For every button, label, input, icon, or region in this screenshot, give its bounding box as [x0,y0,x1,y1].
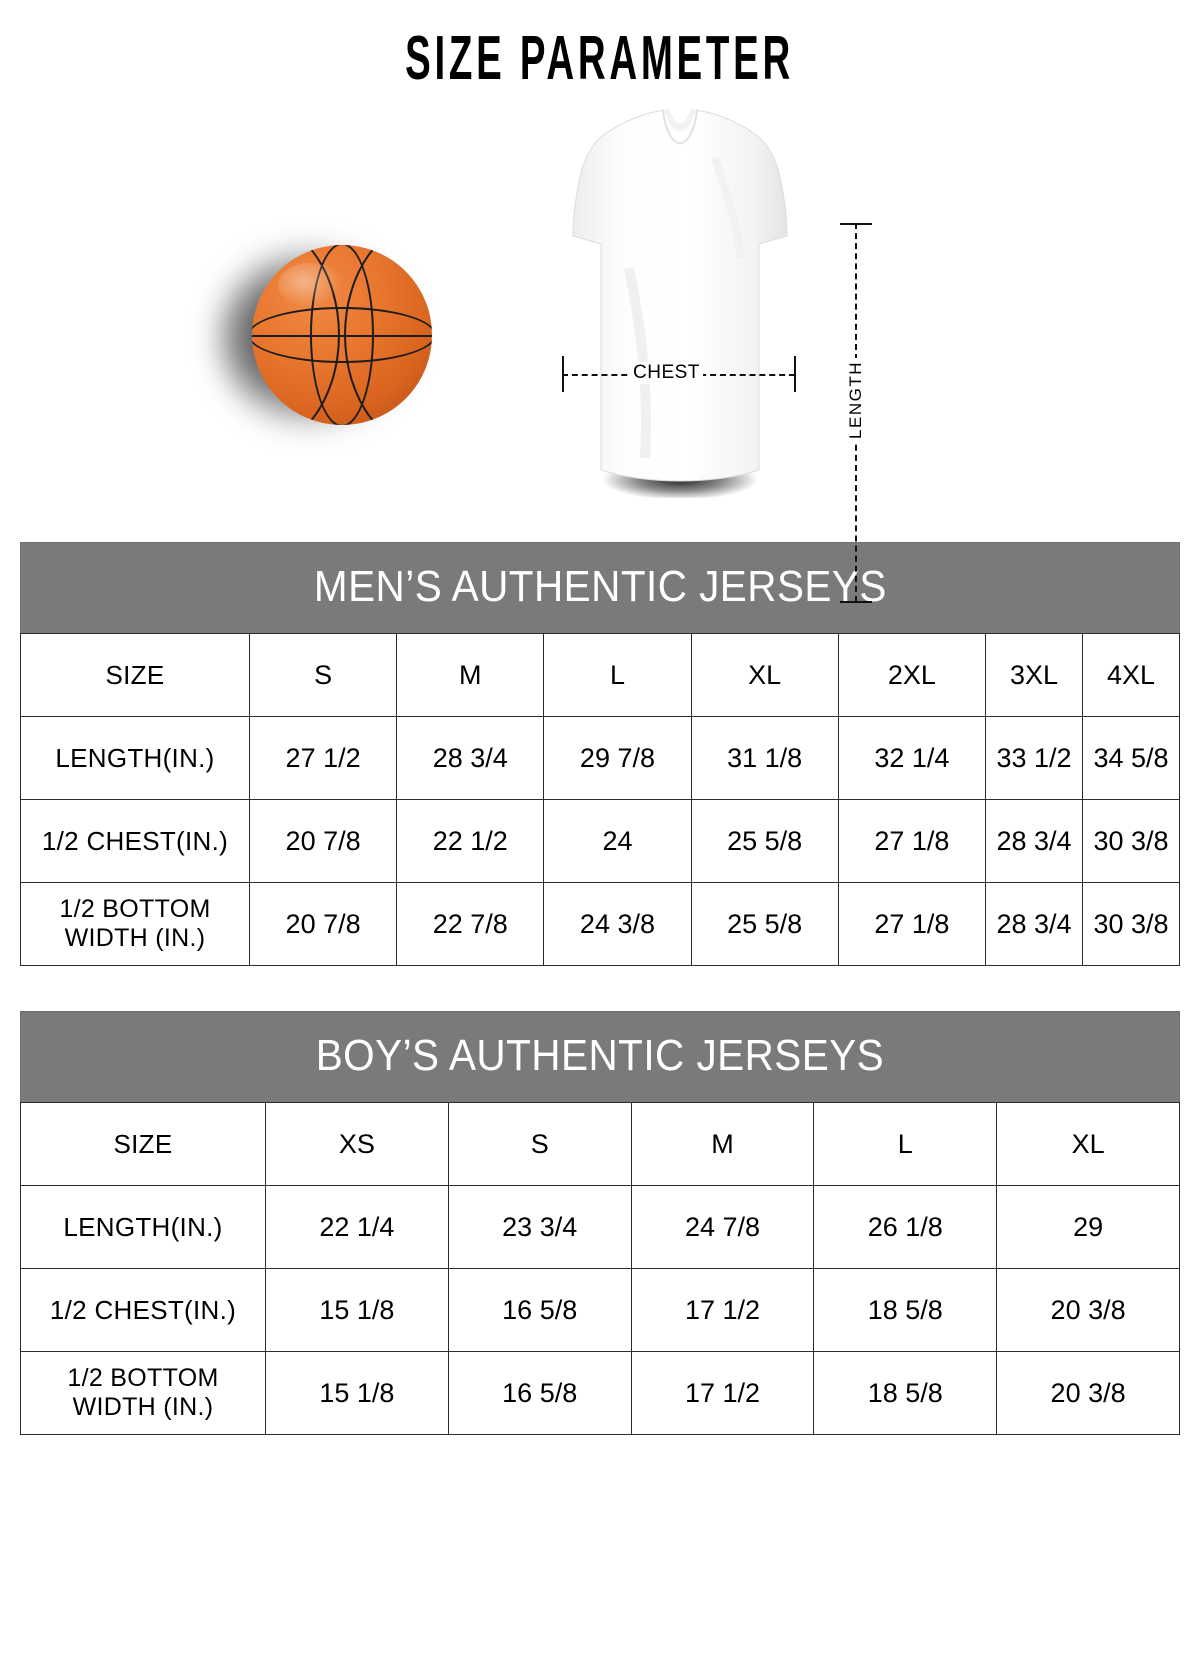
table-row: 1/2 CHEST(IN.) 20 7/8 22 1/2 24 25 5/8 2… [20,799,1180,883]
mens-table-body: SIZE S M L XL 2XL 3XL 4XL LENGTH(IN.) 27… [20,633,1180,966]
cell-length-l: 29 7/8 [543,716,692,800]
table-row: SIZE XS S M L XL [20,1102,1180,1186]
cell-size-xl: XL [996,1102,1180,1186]
jersey-icon [545,98,815,498]
table-row: 1/2 CHEST(IN.) 15 1/8 16 5/8 17 1/2 18 5… [20,1268,1180,1352]
cell-chest-xl: 25 5/8 [690,799,839,883]
cell-chest-s: 16 5/8 [447,1268,632,1352]
cell-length-xl: 31 1/8 [690,716,839,800]
cell-chest-s: 20 7/8 [248,799,398,883]
table-row: SIZE S M L XL 2XL 3XL 4XL [20,633,1180,717]
cell-size-l: L [813,1102,998,1186]
cell-size-xl: XL [690,633,839,717]
cell-length-l: 26 1/8 [813,1185,998,1269]
cell-chest-xl: 20 3/8 [996,1268,1180,1352]
cell-length-xl: 29 [996,1185,1180,1269]
measurement-illustration: CHEST LENGTH [0,90,1200,603]
chest-dimension-label: CHEST [630,362,703,384]
cell-length-s: 23 3/4 [447,1185,632,1269]
basketball-seam-left [252,245,340,425]
table-row: LENGTH(IN.) 22 1/4 23 3/4 24 7/8 26 1/8 … [20,1185,1180,1269]
row-label-half-chest: 1/2 CHEST(IN.) [20,1268,266,1352]
page-header: SIZE PARAMETER [0,0,1200,90]
cell-size-3xl: 3XL [985,633,1083,717]
length-tick-bottom [840,601,872,603]
cell-chest-m: 17 1/2 [630,1268,815,1352]
cell-chest-l: 18 5/8 [813,1268,998,1352]
boys-size-table: SIZE XS S M L XL LENGTH(IN.) 22 1/4 23 3… [20,1102,1180,1435]
jersey-outline [572,108,788,498]
basketball-icon [218,235,432,435]
cell-bottom-2xl: 27 1/8 [837,882,987,966]
table-row: 1/2 BOTTOM WIDTH (IN.) 15 1/8 16 5/8 17 1… [20,1351,1180,1435]
boys-table-heading: BOY’S AUTHENTIC JERSEYS [20,1011,1180,1102]
cell-length-s: 27 1/2 [248,716,398,800]
cell-bottom-s: 16 5/8 [447,1351,632,1435]
cell-size-m: M [396,633,545,717]
boys-table-body: SIZE XS S M L XL LENGTH(IN.) 22 1/4 23 3… [20,1102,1180,1435]
cell-bottom-l: 24 3/8 [543,882,692,966]
basketball-seam-horizontal [252,307,432,363]
cell-chest-3xl: 28 3/4 [985,799,1083,883]
cell-size-l: L [543,633,692,717]
basketball-highlight [278,263,342,307]
cell-chest-2xl: 27 1/8 [837,799,987,883]
mens-size-table: SIZE S M L XL 2XL 3XL 4XL LENGTH(IN.) 27… [20,633,1180,966]
cell-length-m: 24 7/8 [630,1185,815,1269]
mens-size-table-block: MEN’S AUTHENTIC JERSEYS SIZE S M L XL 2X… [20,542,1180,966]
table-row: LENGTH(IN.) 27 1/2 28 3/4 29 7/8 31 1/8 … [20,716,1180,800]
mens-table-heading-text: MEN’S AUTHENTIC JERSEYS [313,562,887,611]
cell-size-m: M [630,1102,815,1186]
cell-length-3xl: 33 1/2 [985,716,1083,800]
cell-size-s: S [447,1102,632,1186]
row-label-half-bottom-width: 1/2 BOTTOM WIDTH (IN.) [20,1351,266,1435]
cell-chest-m: 22 1/2 [396,799,545,883]
length-dimension-label: LENGTH [846,358,866,442]
table-row: 1/2 BOTTOM WIDTH (IN.) 20 7/8 22 7/8 24 3… [20,882,1180,966]
cell-length-xs: 22 1/4 [265,1185,449,1269]
cell-chest-4xl: 30 3/8 [1082,799,1180,883]
row-label-length: LENGTH(IN.) [20,716,250,800]
basketball-seam-right [344,245,432,425]
row-label-half-chest: 1/2 CHEST(IN.) [20,799,250,883]
boys-table-heading-text: BOY’S AUTHENTIC JERSEYS [315,1031,885,1080]
cell-size-2xl: 2XL [837,633,987,717]
cell-size-4xl: 4XL [1082,633,1180,717]
cell-chest-l: 24 [543,799,692,883]
row-label-size: SIZE [20,633,250,717]
mens-table-heading: MEN’S AUTHENTIC JERSEYS [20,542,1180,633]
row-label-length: LENGTH(IN.) [20,1185,266,1269]
cell-size-xs: XS [265,1102,449,1186]
cell-length-m: 28 3/4 [396,716,545,800]
cell-bottom-xs: 15 1/8 [265,1351,449,1435]
chest-tick-right [794,356,796,392]
cell-bottom-4xl: 30 3/8 [1082,882,1180,966]
cell-bottom-3xl: 28 3/4 [985,882,1083,966]
cell-bottom-m: 22 7/8 [396,882,545,966]
row-label-half-bottom-width: 1/2 BOTTOM WIDTH (IN.) [20,882,250,966]
cell-length-2xl: 32 1/4 [837,716,987,800]
cell-length-4xl: 34 5/8 [1082,716,1180,800]
cell-bottom-l: 18 5/8 [813,1351,998,1435]
row-label-size: SIZE [20,1102,266,1186]
cell-bottom-s: 20 7/8 [248,882,398,966]
basketball-sphere [252,245,432,425]
boys-size-table-block: BOY’S AUTHENTIC JERSEYS SIZE XS S M L XL… [20,1011,1180,1435]
cell-size-s: S [248,633,398,717]
cell-bottom-m: 17 1/2 [630,1351,815,1435]
page-title: SIZE PARAMETER [405,24,795,93]
cell-bottom-xl: 25 5/8 [690,882,839,966]
basketball-seam-equator [252,335,432,337]
cell-chest-xs: 15 1/8 [265,1268,449,1352]
cell-bottom-xl: 20 3/8 [996,1351,1180,1435]
